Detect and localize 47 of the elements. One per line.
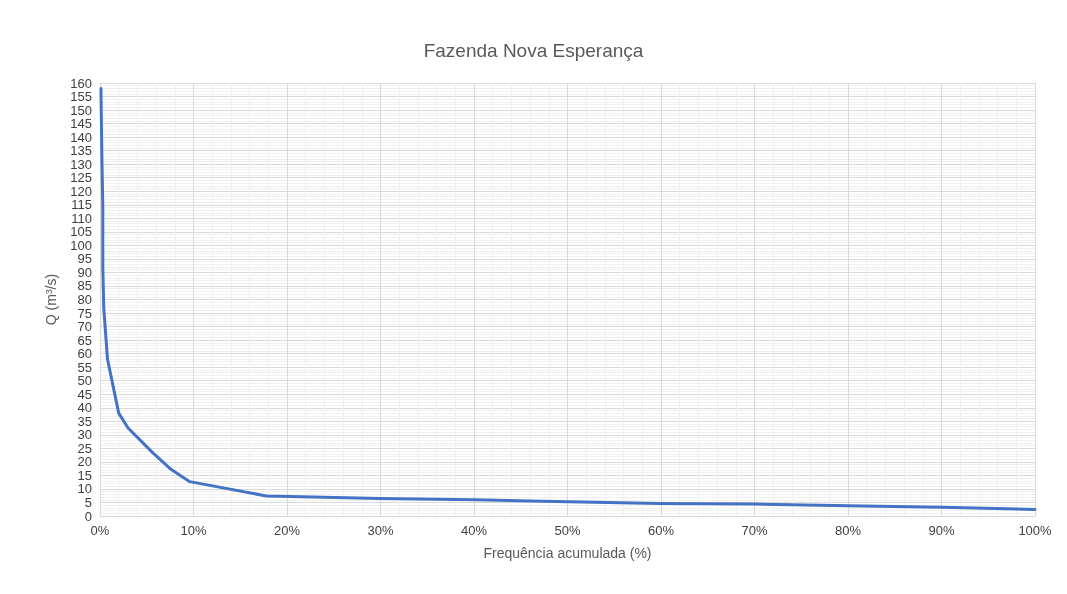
y-tick-label: 15 bbox=[77, 467, 92, 483]
y-axis-title: Q (m³/s) bbox=[43, 273, 59, 326]
y-tick-label: 150 bbox=[70, 102, 92, 118]
y-tick-label: 160 bbox=[70, 75, 92, 91]
x-tick-label: 80% bbox=[834, 523, 862, 538]
x-tick-label: 90% bbox=[928, 523, 955, 538]
y-tick-label: 135 bbox=[70, 143, 92, 159]
y-tick-label: 125 bbox=[70, 170, 92, 186]
y-tick-label: 140 bbox=[70, 129, 92, 145]
y-tick-label: 155 bbox=[70, 89, 92, 105]
y-tick-label: 90 bbox=[77, 264, 92, 280]
y-tick-label: 100 bbox=[70, 237, 92, 253]
y-tick-label: 120 bbox=[70, 183, 92, 199]
y-tick-label: 45 bbox=[77, 386, 92, 402]
y-tick-label: 35 bbox=[77, 413, 92, 429]
y-tick-label: 10 bbox=[77, 481, 92, 497]
x-tick-label: 100% bbox=[1018, 523, 1053, 538]
y-tick-label: 20 bbox=[77, 454, 92, 470]
x-tick-label: 40% bbox=[460, 523, 488, 538]
x-tick-label: 10% bbox=[180, 523, 207, 538]
y-tick-label: 130 bbox=[70, 156, 92, 172]
x-tick-label: 20% bbox=[273, 523, 301, 538]
y-tick-label: 75 bbox=[77, 305, 92, 321]
x-axis-title: Frequência acumulada (%) bbox=[483, 545, 652, 561]
y-tick-label: 55 bbox=[77, 359, 92, 375]
y-tick-label: 115 bbox=[71, 197, 92, 213]
y-tick-label: 110 bbox=[71, 210, 92, 226]
y-tick-label: 85 bbox=[77, 278, 92, 294]
y-tick-label: 145 bbox=[70, 116, 92, 132]
chart-title: Fazenda Nova Esperança bbox=[423, 40, 644, 61]
y-tick-label: 95 bbox=[77, 251, 92, 267]
x-tick-label: 60% bbox=[647, 523, 675, 538]
y-tick-label: 80 bbox=[77, 292, 92, 307]
x-tick-label: 50% bbox=[554, 523, 581, 538]
y-tick-label: 40 bbox=[77, 400, 92, 416]
x-tick-label: 0% bbox=[90, 523, 110, 538]
y-tick-label: 70 bbox=[77, 319, 92, 335]
y-tick-label: 0 bbox=[84, 508, 92, 524]
y-tick-label: 105 bbox=[70, 224, 92, 240]
y-tick-label: 30 bbox=[77, 427, 92, 443]
y-tick-label: 5 bbox=[84, 494, 92, 510]
y-tick-label: 60 bbox=[77, 346, 92, 362]
y-tick-label: 65 bbox=[77, 332, 92, 348]
x-tick-label: 70% bbox=[741, 523, 768, 538]
x-tick-label: 30% bbox=[367, 523, 394, 538]
y-tick-label: 50 bbox=[77, 373, 92, 389]
y-tick-label: 25 bbox=[77, 440, 92, 456]
